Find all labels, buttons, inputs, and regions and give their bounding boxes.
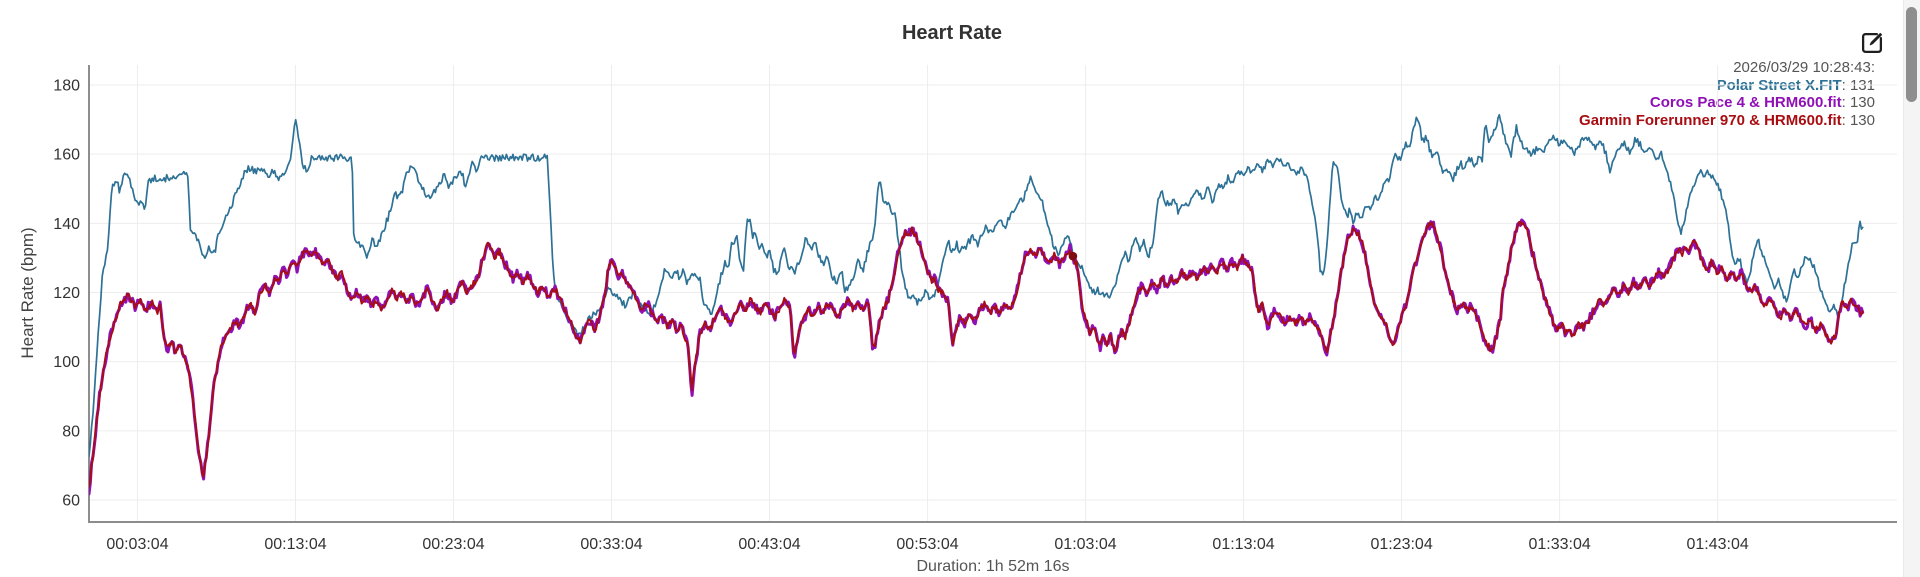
svg-text:80: 80 — [62, 423, 80, 440]
svg-text:01:23:04: 01:23:04 — [1370, 536, 1432, 553]
svg-text:01:43:04: 01:43:04 — [1686, 536, 1748, 553]
page-title: Heart Rate — [901, 22, 1003, 44]
svg-text:100: 100 — [53, 354, 80, 371]
edit-icon — [1859, 32, 1885, 59]
svg-text:01:33:04: 01:33:04 — [1528, 536, 1590, 553]
svg-text:00:03:04: 00:03:04 — [106, 536, 168, 553]
svg-text:00:43:04: 00:43:04 — [738, 536, 800, 553]
legend-timestamp: 2026/03/29 10:28:43: — [1733, 59, 1875, 76]
tick-labels: 60 80 100 120 140 160 180 00:03:04 00:13:04 00:23… — [53, 78, 1749, 554]
vertical-scrollbar-track[interactable] — [1903, 0, 1920, 577]
vertical-scrollbar-thumb[interactable] — [1906, 7, 1917, 102]
svg-text:120: 120 — [53, 285, 80, 302]
x-axis-duration-label: Duration: 1h 52m 16s — [917, 558, 1070, 575]
edit-chart-button[interactable] — [1859, 30, 1885, 56]
selected-point-marker — [1068, 251, 1078, 261]
svg-text:00:33:04: 00:33:04 — [580, 536, 642, 553]
legend-value-coros: : 130 — [1841, 94, 1875, 111]
series-lines — [89, 113, 1865, 496]
legend-label-coros: Coros Pace 4 & HRM600.fit — [1649, 94, 1842, 111]
svg-text:01:13:04: 01:13:04 — [1212, 536, 1274, 553]
svg-text:180: 180 — [53, 78, 80, 95]
chart-legend: 2026/03/29 10:28:43: Polar Street X.FIT:… — [1579, 59, 1875, 129]
svg-text:140: 140 — [53, 216, 80, 233]
axes — [88, 65, 1897, 523]
legend-value-garmin: : 130 — [1841, 111, 1875, 129]
svg-text:00:13:04: 00:13:04 — [264, 536, 326, 553]
legend-row-garmin: Garmin Forerunner 970 & HRM600.fit: 130 — [1579, 112, 1875, 130]
svg-text:00:23:04: 00:23:04 — [422, 536, 484, 553]
y-axis-title: Heart Rate (bpm) — [18, 227, 37, 358]
svg-text:160: 160 — [53, 147, 80, 164]
legend-label-garmin: Garmin Forerunner 970 & HRM600.fit — [1579, 111, 1842, 129]
svg-text:00:53:04: 00:53:04 — [896, 536, 958, 553]
svg-text:01:03:04: 01:03:04 — [1054, 536, 1116, 553]
svg-text:60: 60 — [62, 493, 80, 510]
legend-row-coros: Coros Pace 4 & HRM600.fit: 130 — [1579, 94, 1875, 112]
